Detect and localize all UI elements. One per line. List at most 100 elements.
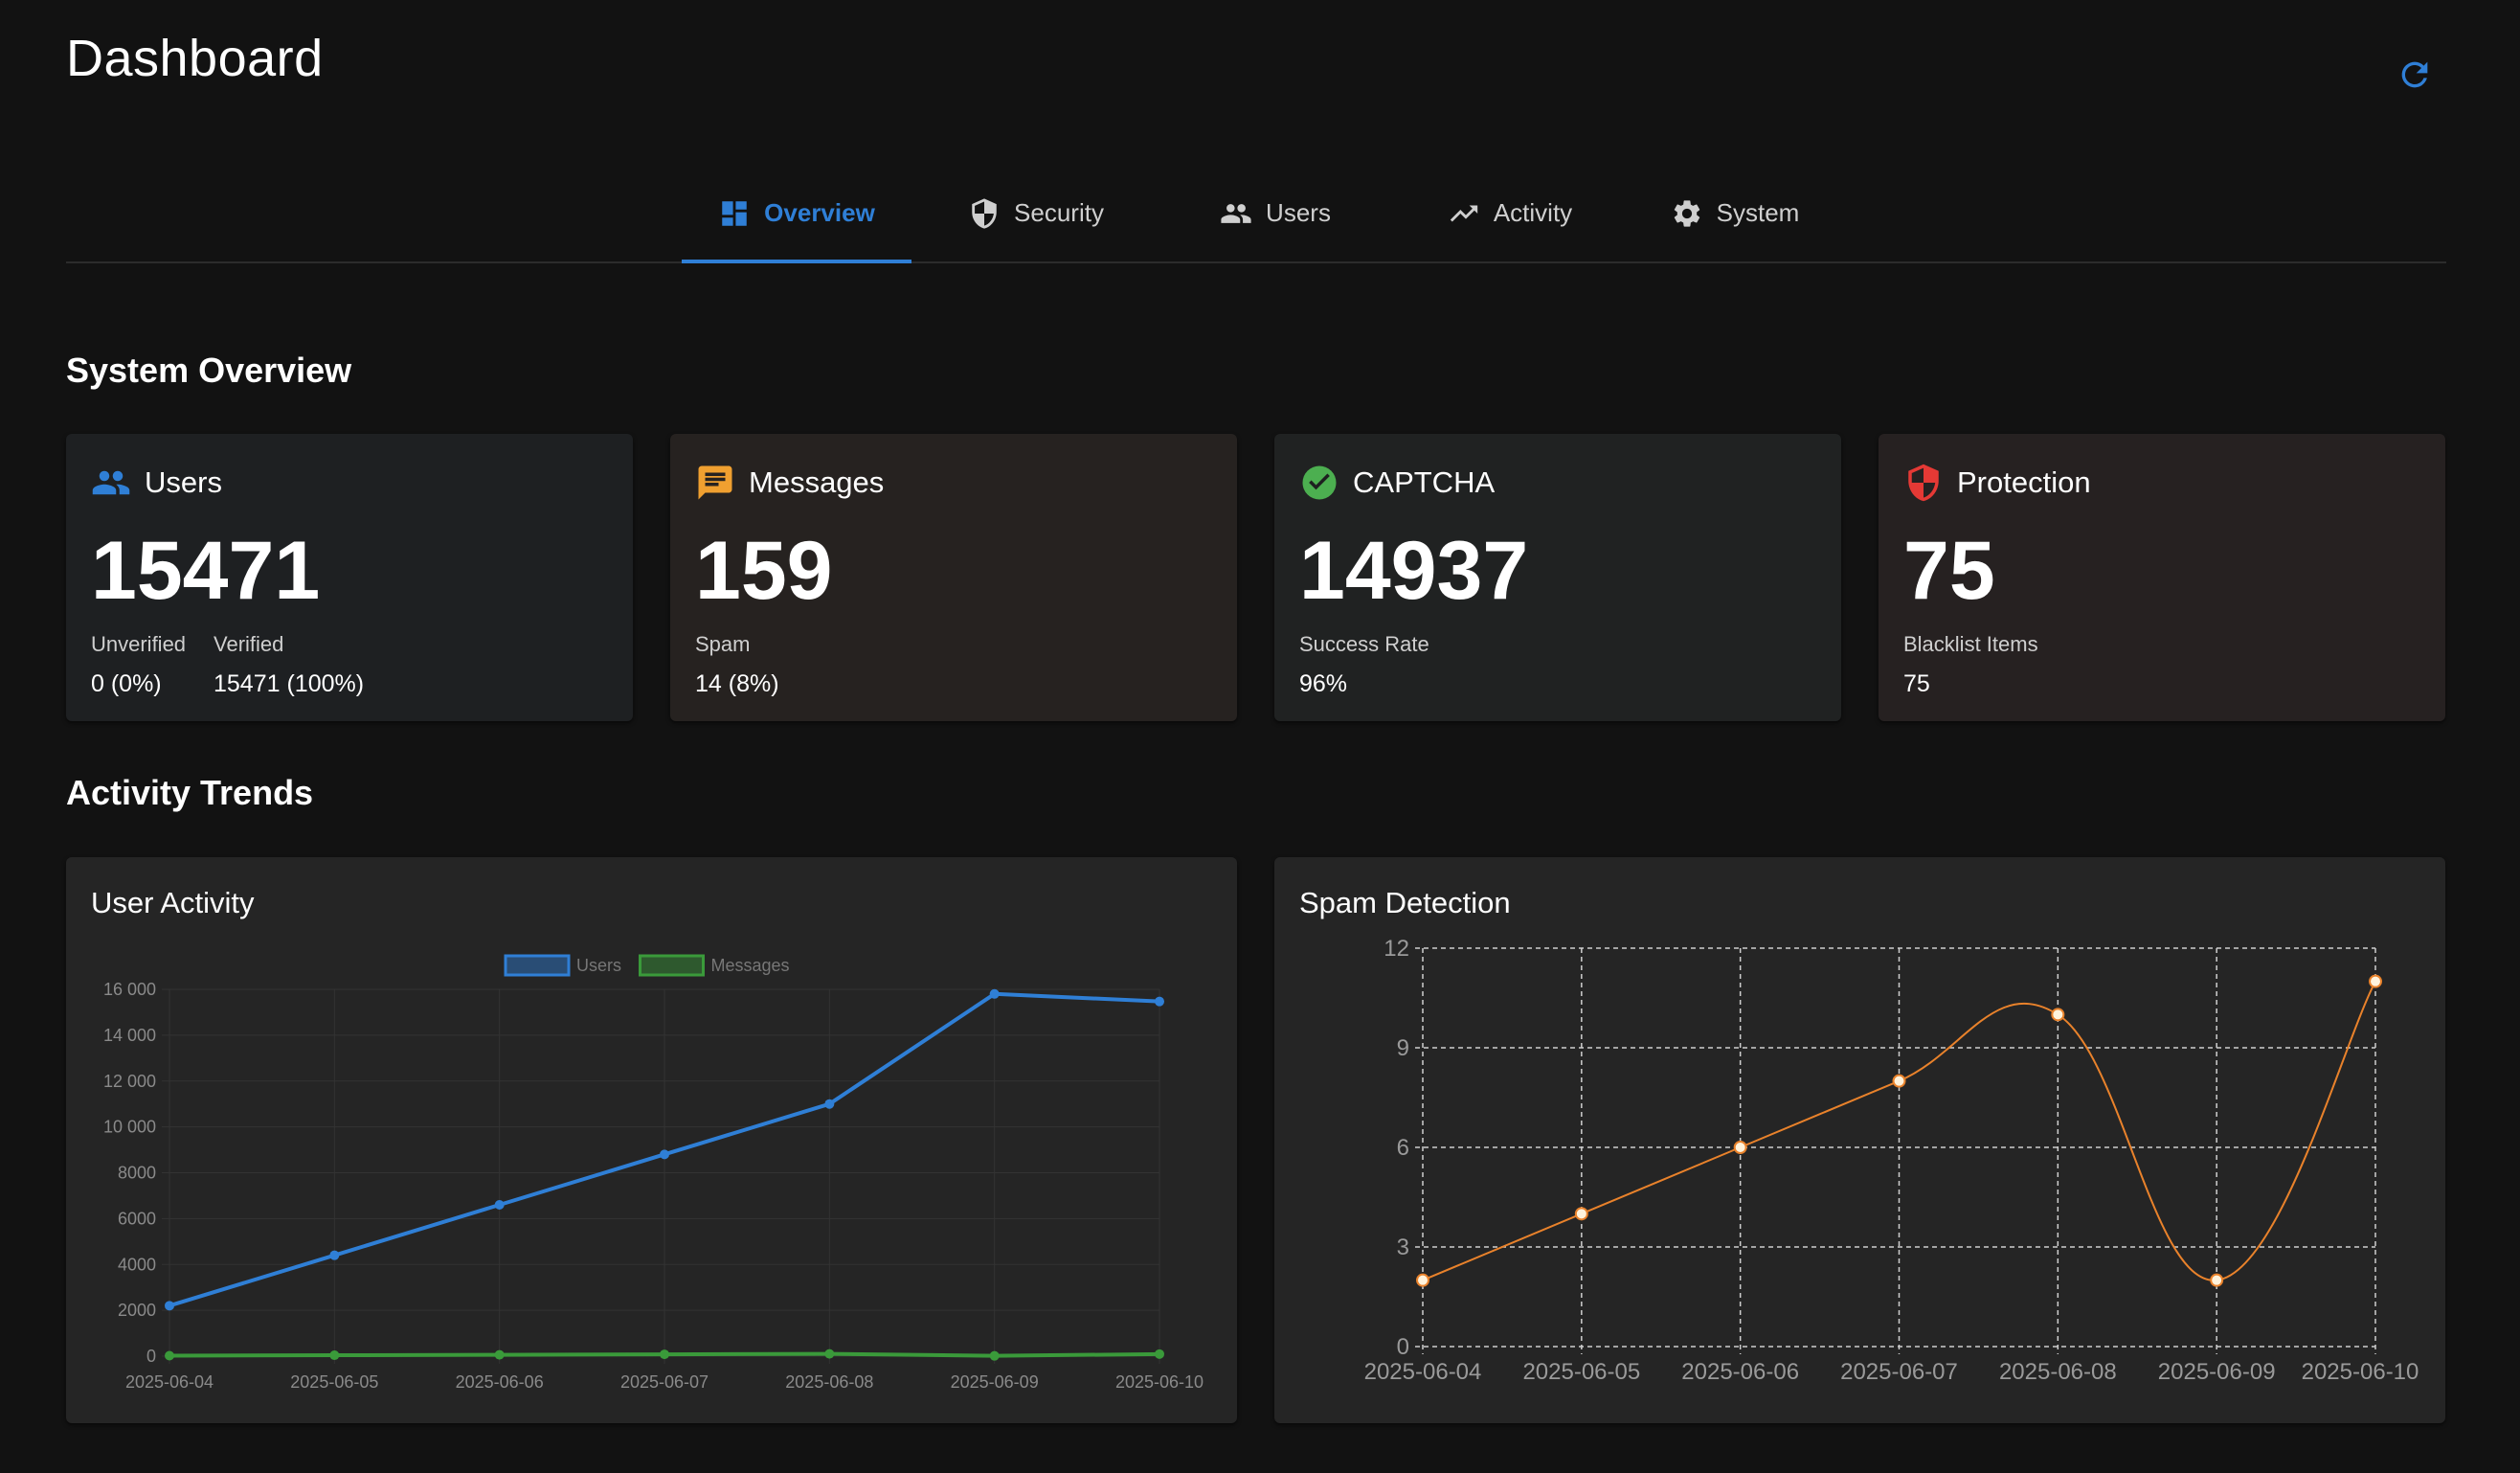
- legend-swatch: [504, 954, 571, 977]
- messages-count: 159: [695, 525, 833, 617]
- data-point: [1574, 1207, 1588, 1221]
- shield-alert-icon: [1908, 464, 1939, 502]
- unverified-stat: Unverified 0 (0%): [91, 632, 186, 698]
- y-tick-label: 12: [1384, 936, 1409, 962]
- card-title: CAPTCHA: [1353, 465, 1496, 499]
- refresh-icon[interactable]: [2396, 56, 2434, 94]
- x-tick-label: 2025-06-09: [2158, 1359, 2276, 1385]
- data-point: [989, 1350, 1000, 1361]
- card-header: Messages: [695, 463, 884, 503]
- stat-value: 75: [1903, 670, 1930, 697]
- data-point: [165, 1301, 174, 1311]
- card-title: Protection: [1957, 465, 2091, 499]
- tab-label: Overview: [764, 198, 875, 227]
- messages-card: Messages 159 Spam 14 (8%): [670, 434, 1237, 721]
- y-tick-label: 16 000: [103, 980, 156, 999]
- legend-label: Users: [576, 956, 621, 975]
- tab-overview[interactable]: Overview: [682, 165, 911, 263]
- users-count: 15471: [91, 525, 321, 617]
- captcha-count: 14937: [1299, 525, 1529, 617]
- y-tick-label: 6: [1397, 1135, 1409, 1161]
- stat-label: Blacklist Items: [1903, 632, 2038, 656]
- verified-stat: Verified 15471 (100%): [214, 632, 364, 698]
- card-header: Protection: [1903, 463, 2091, 503]
- x-tick-label: 2025-06-05: [1522, 1359, 1640, 1385]
- tab-label: Security: [1014, 198, 1104, 227]
- stat-label: Verified: [214, 632, 284, 656]
- x-tick-label: 2025-06-08: [1999, 1359, 2117, 1385]
- data-point: [494, 1349, 505, 1360]
- y-tick-label: 0: [1397, 1334, 1409, 1360]
- y-tick-label: 9: [1397, 1035, 1409, 1061]
- tab-security[interactable]: Security: [940, 165, 1132, 261]
- data-point: [329, 1250, 340, 1260]
- y-tick-label: 0: [146, 1347, 156, 1366]
- spam-detection-panel: Spam Detection 0 3 6 9 12 2025-06-04 2025-06-0…: [1274, 857, 2445, 1423]
- y-tick-label: 14 000: [103, 1026, 156, 1045]
- data-point: [1892, 1074, 1906, 1088]
- data-point: [660, 1349, 669, 1360]
- shield-icon: [972, 197, 997, 229]
- tab-users[interactable]: Users: [1180, 165, 1371, 261]
- data-point: [824, 1099, 835, 1109]
- data-point: [494, 1200, 505, 1211]
- data-point: [660, 1149, 669, 1160]
- stat-value: 15471 (100%): [214, 670, 365, 697]
- stat-value: 0 (0%): [91, 670, 162, 697]
- x-tick-label: 2025-06-06: [1681, 1359, 1799, 1385]
- x-tick-label: 2025-06-07: [1840, 1359, 1958, 1385]
- card-header: Users: [91, 463, 222, 503]
- data-point: [989, 988, 1000, 999]
- x-tick-label: 2025-06-04: [125, 1372, 214, 1392]
- section-title-system-overview: System Overview: [66, 351, 352, 390]
- tab-label: Activity: [1493, 198, 1573, 227]
- user-activity-chart: 0 2000 4000 6000 8000 10 000 12 000 14 000 16 00…: [103, 954, 1204, 1392]
- x-tick-label: 2025-06-05: [290, 1372, 378, 1392]
- tab-label: Users: [1266, 198, 1331, 227]
- data-point: [2210, 1273, 2224, 1287]
- users-card: Users 15471 Unverified 0 (0%) Verified 1…: [66, 434, 633, 721]
- gear-icon: [1674, 199, 1699, 227]
- data-point: [824, 1348, 835, 1359]
- y-tick-label: 12 000: [103, 1072, 156, 1091]
- tab-activity[interactable]: Activity: [1409, 165, 1610, 261]
- stat-value: 96%: [1299, 670, 1348, 697]
- x-tick-label: 2025-06-09: [951, 1372, 1039, 1392]
- chart-title: Spam Detection: [1299, 886, 1511, 919]
- legend-label: Messages: [711, 956, 790, 975]
- protection-card: Protection 75 Blacklist Items 75: [1879, 434, 2445, 721]
- stat-label: Unverified: [91, 632, 187, 656]
- x-tick-label: 2025-06-07: [620, 1372, 709, 1392]
- y-tick-label: 3: [1397, 1235, 1409, 1260]
- stat-value: 14 (8%): [695, 670, 779, 697]
- page-title: Dashboard: [66, 30, 324, 87]
- tab-bar: Overview Security Users Activity System: [66, 165, 2446, 263]
- data-point: [1155, 1348, 1164, 1359]
- blacklist-stat: Blacklist Items 75: [1903, 632, 2038, 698]
- x-tick-label: 2025-06-04: [1364, 1359, 1482, 1385]
- stat-label: Spam: [695, 632, 751, 656]
- tab-system[interactable]: System: [1639, 165, 1831, 261]
- y-tick-label: 4000: [118, 1255, 156, 1274]
- data-point: [329, 1350, 340, 1361]
- people-icon: [1221, 203, 1251, 223]
- card-header: CAPTCHA: [1299, 463, 1495, 503]
- trending-icon: [1450, 205, 1477, 221]
- y-tick-label: 8000: [118, 1164, 156, 1183]
- check-circle-icon: [1302, 465, 1337, 500]
- spam-detection-chart: 0 3 6 9 12 2025-06-04 2025-06-05 2025-06-06 2025…: [1364, 936, 2419, 1385]
- stat-label: Success Rate: [1299, 632, 1429, 656]
- x-tick-label: 2025-06-10: [1115, 1372, 1204, 1392]
- dashboard-icon: [722, 200, 747, 226]
- success-rate-stat: Success Rate 96%: [1299, 632, 1429, 698]
- card-title: Users: [145, 465, 222, 499]
- data-point: [1733, 1141, 1747, 1154]
- card-title: Messages: [749, 465, 885, 499]
- data-point: [2051, 1008, 2065, 1022]
- y-tick-label: 2000: [118, 1301, 156, 1320]
- section-title-activity-trends: Activity Trends: [66, 773, 314, 812]
- tab-label: System: [1716, 198, 1800, 227]
- user-activity-panel: User Activity 0 2000 4000 6000 8000 10 000 12 …: [66, 857, 1237, 1423]
- data-point: [2369, 974, 2382, 988]
- data-point: [165, 1350, 174, 1361]
